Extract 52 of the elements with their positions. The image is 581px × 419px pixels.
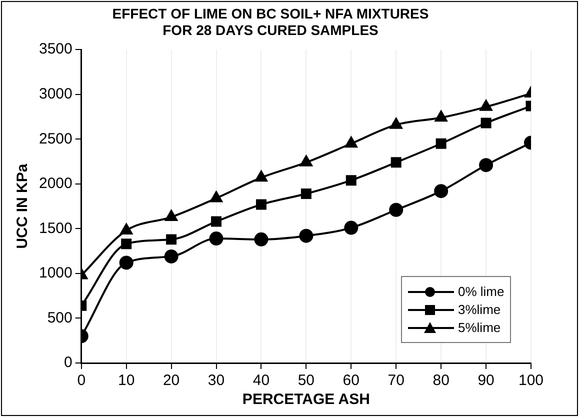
point bbox=[434, 184, 448, 198]
point bbox=[480, 100, 492, 111]
x-tick-label: 40 bbox=[252, 372, 270, 390]
point bbox=[256, 199, 266, 210]
y-tick-label: 1000 bbox=[38, 264, 72, 282]
point bbox=[209, 232, 224, 246]
y-tick-label: 2500 bbox=[38, 130, 72, 148]
y-tick-label: 1500 bbox=[38, 220, 72, 237]
point bbox=[436, 138, 446, 149]
legend-label: 3%lime bbox=[458, 302, 501, 317]
y-tick-label: 2000 bbox=[38, 175, 72, 192]
point bbox=[211, 216, 222, 227]
point bbox=[121, 238, 132, 250]
point bbox=[300, 188, 312, 200]
point bbox=[299, 228, 314, 243]
y-tick-label: 3500 bbox=[38, 40, 72, 58]
legend-label: 0% lime bbox=[458, 284, 504, 299]
x-tick-label: 50 bbox=[298, 372, 315, 390]
x-tick-label: 100 bbox=[518, 372, 544, 390]
point bbox=[300, 155, 312, 166]
y-axis-title: UCC IN KPa bbox=[14, 163, 32, 249]
point bbox=[120, 223, 133, 234]
x-tick-label: 80 bbox=[432, 372, 450, 390]
point bbox=[346, 175, 356, 186]
x-tick-label: 60 bbox=[342, 372, 360, 390]
point bbox=[254, 232, 268, 246]
x-tick-label: 20 bbox=[162, 372, 180, 390]
point bbox=[164, 249, 178, 264]
point bbox=[119, 256, 134, 270]
y-tick-label: 3000 bbox=[38, 86, 72, 103]
point bbox=[255, 170, 268, 182]
point bbox=[165, 210, 178, 222]
x-tick-label: 10 bbox=[118, 372, 135, 390]
y-tick-label: 500 bbox=[47, 309, 72, 326]
point bbox=[390, 157, 402, 168]
point bbox=[434, 110, 448, 122]
point bbox=[479, 158, 494, 172]
x-tick-label: 30 bbox=[208, 372, 225, 390]
point bbox=[166, 234, 177, 245]
x-tick-label: 70 bbox=[388, 372, 404, 390]
x-tick-label: 90 bbox=[478, 372, 494, 390]
y-tick-label: 0 bbox=[64, 354, 72, 372]
x-tick-label: 0 bbox=[77, 372, 86, 390]
point bbox=[210, 191, 222, 202]
point bbox=[390, 118, 402, 129]
chart-title: EFFECT OF LIME ON BC SOIL+ NFA MIXTURES FOR 28 DAYS CURED SAMPLES bbox=[112, 5, 429, 38]
point bbox=[344, 136, 358, 148]
x-axis-title: PERCETAGE ASH bbox=[242, 391, 370, 408]
point bbox=[344, 220, 358, 235]
point bbox=[480, 118, 492, 128]
point bbox=[389, 202, 404, 217]
legend-label: 5%lime bbox=[458, 320, 501, 335]
